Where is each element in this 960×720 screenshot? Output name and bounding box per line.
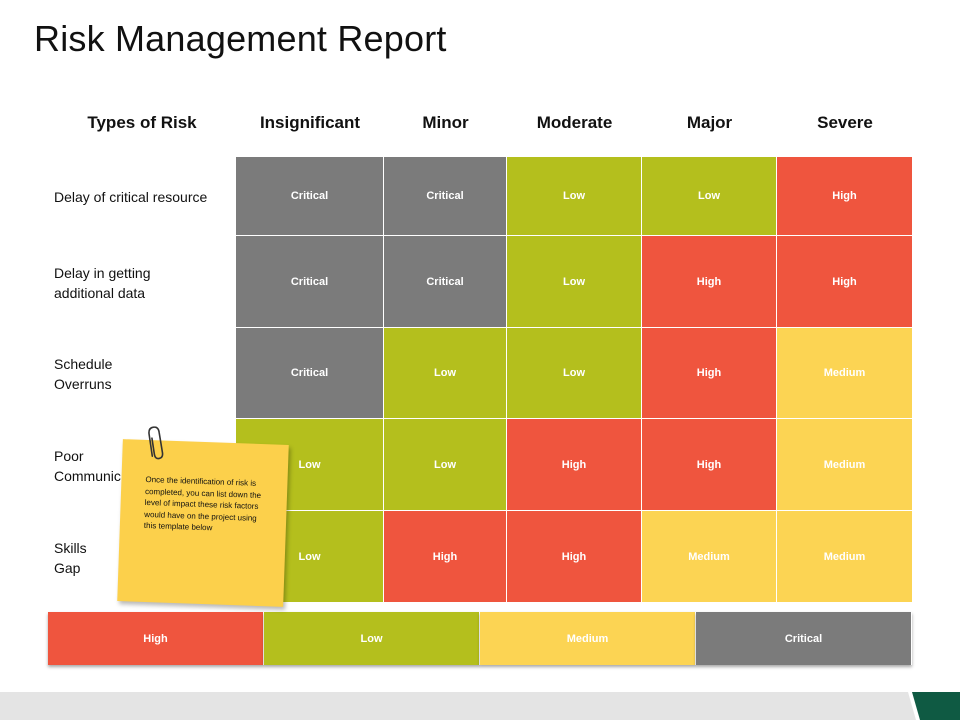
risk-cell: High [777,236,913,328]
footer-bar [0,692,960,720]
legend-critical: Critical [696,612,912,665]
risk-cell: Low [507,236,642,328]
risk-cell: High [642,236,777,328]
risk-cell: High [507,511,642,603]
risk-cell: Critical [236,157,384,236]
risk-cell: Low [507,157,642,236]
paperclip-icon [148,426,164,460]
risk-cell: High [384,511,507,603]
risk-cell: Low [507,328,642,419]
risk-cell: High [642,328,777,419]
legend-low: Low [264,612,480,665]
header-severe: Severe [817,113,873,132]
row-label: Delay in getting additional data [54,265,151,301]
risk-cell: Critical [236,328,384,419]
header-insignificant: Insignificant [259,113,361,132]
sticky-note: Once the identification of risk is compl… [117,426,289,607]
legend-medium: Medium [480,612,696,665]
row-label: Delay of critical resource [54,189,208,205]
header-minor: Minor [422,113,469,132]
footer-accent [908,692,960,720]
risk-cell: High [642,419,777,511]
risk-cell: Low [384,328,507,419]
risk-cell: High [507,419,642,511]
risk-cell: Critical [384,236,507,328]
risk-cell: Medium [777,419,913,511]
risk-cell: Low [642,157,777,236]
sticky-note-text: Once the identification of risk is compl… [143,474,262,533]
risk-cell: High [777,157,913,236]
risk-cell: Low [384,419,507,511]
page-title: Risk Management Report [34,18,447,59]
header-moderate: Moderate [536,113,613,132]
row-label: Skills Gap [54,540,87,576]
risk-cell: Medium [777,328,913,419]
risk-cell: Critical [384,157,507,236]
row-label: Schedule Overruns [54,356,113,392]
header-major: Major [686,113,733,132]
header-types-of-risk: Types of Risk [87,113,197,132]
risk-cell: Medium [777,511,913,603]
risk-cell: Medium [642,511,777,603]
legend-high: High [48,612,264,665]
risk-cell: Critical [236,236,384,328]
